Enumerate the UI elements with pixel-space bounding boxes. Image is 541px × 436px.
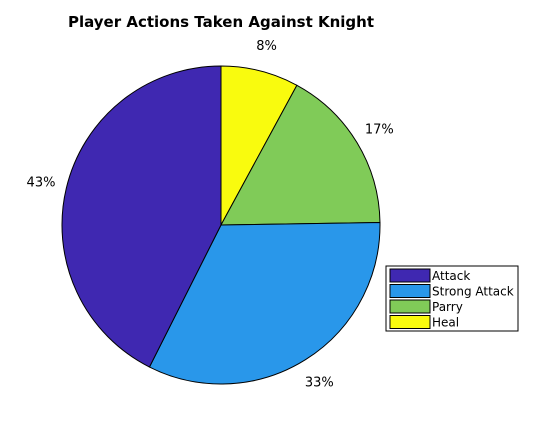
legend-label-attack: Attack bbox=[432, 269, 470, 283]
percent-label-attack: 43% bbox=[27, 176, 56, 191]
percent-labels: 8% 17% 33% 43% bbox=[27, 39, 394, 390]
percent-label-heal: 8% bbox=[256, 39, 277, 54]
legend-swatch-strong-attack bbox=[389, 284, 431, 298]
legend-label-strong-attack: Strong Attack bbox=[432, 285, 514, 299]
legend-swatch-parry bbox=[389, 299, 431, 314]
legend-label-heal: Heal bbox=[432, 316, 459, 330]
legend-swatch-attack bbox=[389, 268, 431, 283]
pie-slice-strong-attack bbox=[148, 222, 381, 385]
legend-label-parry: Parry bbox=[432, 300, 463, 314]
percent-label-parry: 17% bbox=[365, 123, 394, 138]
percent-label-strong-attack: 33% bbox=[305, 375, 334, 390]
pie-slice-attack bbox=[61, 65, 222, 368]
pie-slices bbox=[61, 65, 381, 385]
pie-slice-parry bbox=[220, 84, 381, 226]
chart-title: Player Actions Taken Against Knight bbox=[68, 13, 374, 31]
legend-swatch-heal bbox=[389, 315, 431, 329]
